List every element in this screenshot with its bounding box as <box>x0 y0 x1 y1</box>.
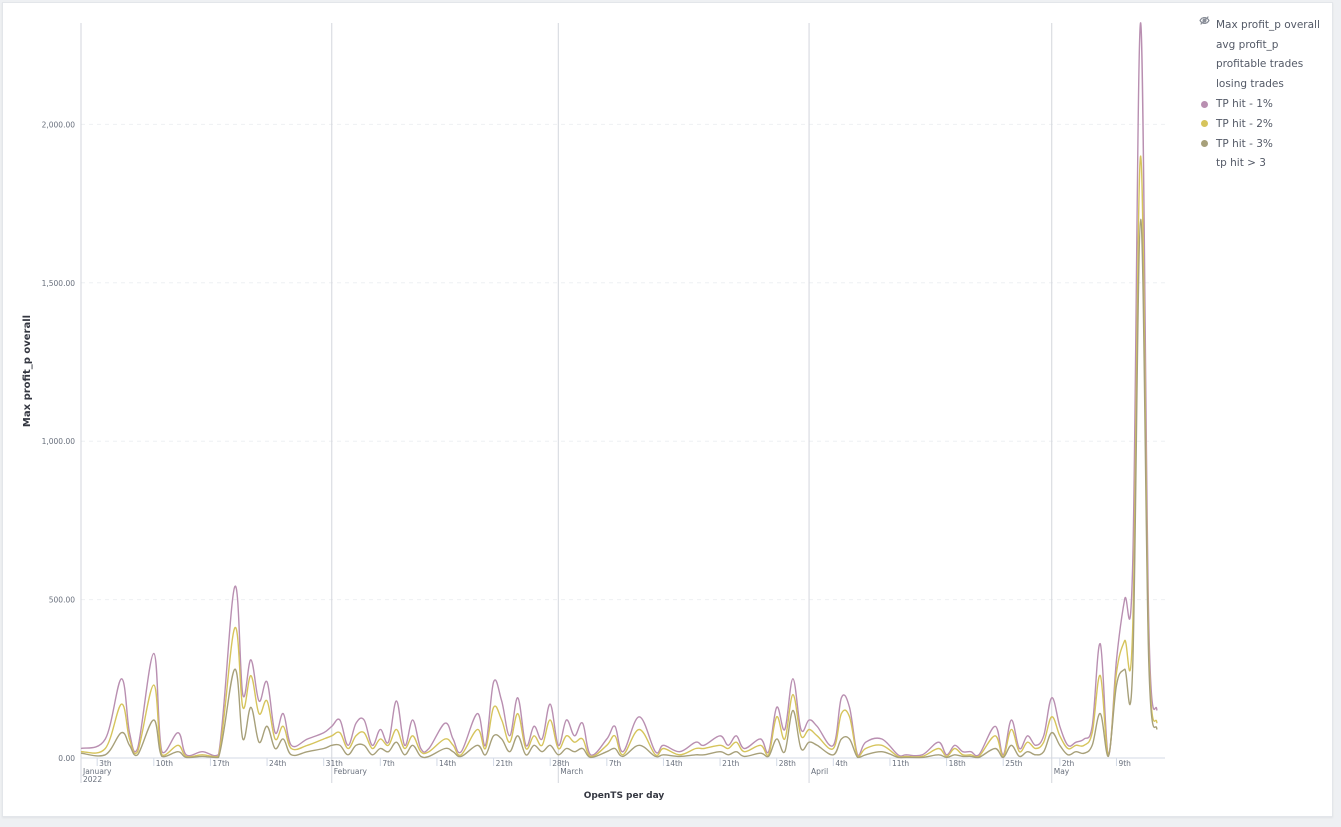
legend-item[interactable]: Max profit_p overall <box>1199 15 1339 35</box>
grid-lines <box>80 23 1165 783</box>
x-tick-label: 7th <box>382 759 395 768</box>
x-axis-title: OpenTS per day <box>584 791 665 801</box>
month-label: January <box>82 767 112 776</box>
month-label: March <box>560 767 583 776</box>
x-tick-label: 28th <box>552 759 569 768</box>
legend-item[interactable]: TP hit - 2% <box>1199 114 1339 134</box>
line-chart: 0.00 500.00 1,000.00 1,500.00 2,000.00 Janua… <box>22 22 1165 801</box>
color-dot-icon <box>1199 118 1210 129</box>
x-tick-label: 3th <box>99 759 112 768</box>
x-tick-label: 31th <box>326 759 343 768</box>
x-tick-label: 14th <box>665 759 682 768</box>
year-label: 2022 <box>83 775 102 784</box>
month-label: April <box>811 767 828 776</box>
legend-label: TP hit - 3% <box>1216 137 1273 150</box>
series-line <box>80 155 1158 758</box>
color-dot-icon <box>1199 138 1210 149</box>
legend-item[interactable]: avg profit_p <box>1199 16 1339 55</box>
x-tick-label: 18th <box>949 759 966 768</box>
legend-label: TP hit - 2% <box>1216 117 1273 130</box>
eye-closed-icon <box>1199 16 1210 50</box>
x-tick-label: 9th <box>1118 759 1131 768</box>
x-tick-label: 10th <box>156 759 173 768</box>
x-tick-label: 7th <box>609 759 622 768</box>
x-tick-label: 17th <box>212 759 229 768</box>
eye-closed-icon <box>1199 16 1210 169</box>
y-tick-label: 2,000.00 <box>42 120 76 129</box>
eye-closed-icon <box>1199 16 1210 90</box>
legend-item[interactable]: tp hit > 3 <box>1199 16 1339 174</box>
x-tick-label: 24th <box>269 759 286 768</box>
x-tick-label: 28th <box>779 759 796 768</box>
eye-closed-icon <box>1199 16 1210 70</box>
month-label: February <box>334 767 368 776</box>
legend-item[interactable]: losing trades <box>1199 16 1339 94</box>
y-axis-title: Max profit_p overall <box>22 315 33 427</box>
chart-panel: 0.00 500.00 1,000.00 1,500.00 2,000.00 Janua… <box>2 2 1333 817</box>
legend-label: losing trades <box>1216 78 1284 91</box>
legend-label: profitable trades <box>1216 58 1304 71</box>
legend-label: Max profit_p overall <box>1216 18 1320 31</box>
x-tick-label: 21th <box>722 759 739 768</box>
x-tick-label: 4th <box>835 759 848 768</box>
x-tick-label: 2th <box>1062 759 1075 768</box>
y-tick-label: 1,000.00 <box>42 437 76 446</box>
series-line <box>80 218 1158 759</box>
y-tick-label: 1,500.00 <box>42 279 76 288</box>
y-tick-label: 0.00 <box>58 754 75 763</box>
y-tick-label: 500.00 <box>49 596 75 605</box>
legend-label: avg profit_p <box>1216 38 1279 51</box>
legend-label: TP hit - 1% <box>1216 98 1273 111</box>
color-dot-icon <box>1199 99 1210 110</box>
series-line <box>80 22 1158 757</box>
legend-label: tp hit > 3 <box>1216 157 1266 170</box>
month-label: May <box>1054 767 1070 776</box>
x-tick-label: 21th <box>496 759 513 768</box>
x-tick-label: 11th <box>892 759 909 768</box>
x-tick-label: 25th <box>1005 759 1022 768</box>
series-lines <box>80 22 1158 759</box>
y-axis: 0.00 500.00 1,000.00 1,500.00 2,000.00 <box>42 120 76 763</box>
legend-item[interactable]: profitable trades <box>1199 16 1339 75</box>
legend-item[interactable]: TP hit - 3% <box>1199 134 1339 154</box>
x-tick-label: 14th <box>439 759 456 768</box>
chart-legend: Max profit_p overall avg profit_p profitab… <box>1199 15 1339 173</box>
legend-item[interactable]: TP hit - 1% <box>1199 94 1339 114</box>
